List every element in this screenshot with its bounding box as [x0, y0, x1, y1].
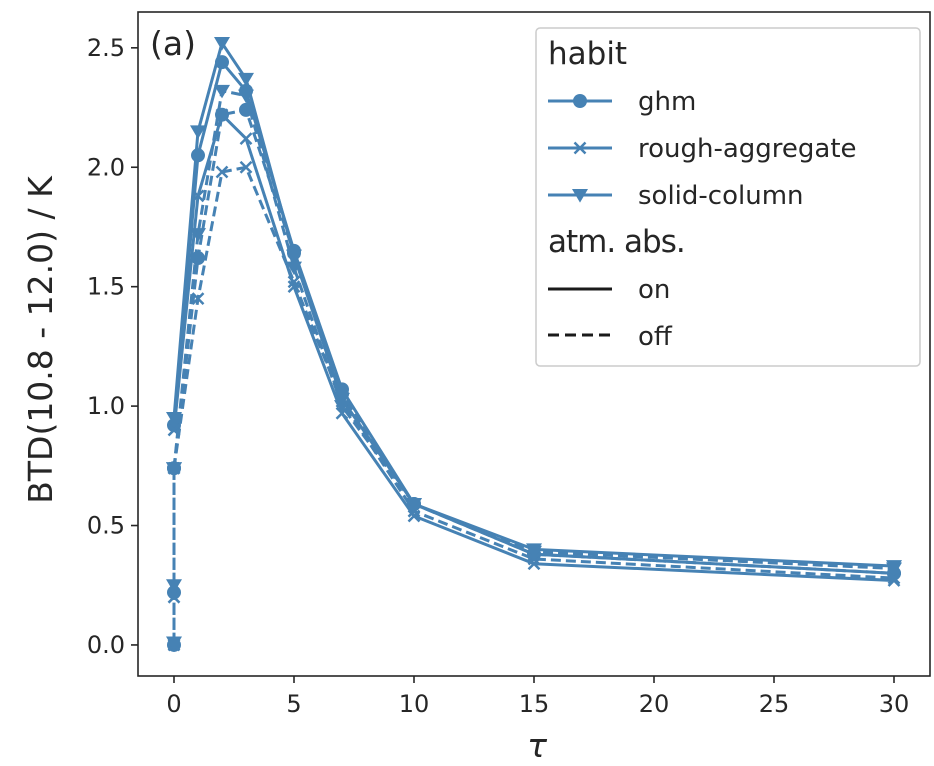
- legend-box: [535, 27, 921, 367]
- data-point: [887, 571, 901, 585]
- data-point: [191, 148, 205, 163]
- legend: habit ghm rough-aggregate solid-column a…: [535, 27, 921, 367]
- legend-title-atm-abs: atm. abs.: [548, 224, 685, 260]
- data-point: [166, 579, 182, 593]
- series-line: [172, 165, 895, 580]
- x-tick-label: 10: [399, 690, 430, 718]
- legend-label-on: on: [638, 275, 670, 305]
- y-tick-label: 1.5: [87, 273, 125, 301]
- y-tick-label: 2.5: [87, 34, 125, 62]
- data-point: [166, 636, 182, 651]
- data-point: [190, 125, 206, 140]
- data-point: [166, 462, 182, 476]
- legend-marker: [572, 189, 588, 203]
- legend-label-off: off: [638, 322, 673, 352]
- series-line: [172, 89, 895, 570]
- data-point: [191, 292, 205, 306]
- data-point: [190, 228, 206, 242]
- y-tick-label: 1.0: [87, 392, 125, 420]
- data-point: [214, 84, 230, 99]
- legend-title-habit: habit: [548, 36, 627, 72]
- legend-label-ghm: ghm: [638, 87, 696, 117]
- x-tick-label: 0: [166, 690, 181, 718]
- data-point: [239, 160, 253, 174]
- legend-label-solid-column: solid-column: [638, 181, 804, 211]
- legend-entry-solid-column: [548, 189, 612, 203]
- data-point: [239, 132, 253, 145]
- data-point: [238, 89, 254, 104]
- data-point: [238, 72, 254, 87]
- legend-marker: [573, 94, 587, 108]
- data-point: [214, 37, 230, 51]
- x-tick-label: 20: [639, 690, 670, 718]
- data-point: [215, 165, 229, 179]
- x-axis-label: τ: [527, 726, 548, 765]
- legend-entry-rough-aggregate: [548, 141, 612, 155]
- plot-area: [166, 37, 902, 652]
- ticks: 0 5 10 15 20 25 30 0.0 0.5 1.0 1.5 2.0 2.5: [87, 34, 909, 718]
- data-point: [406, 498, 422, 512]
- data-point: [334, 400, 350, 414]
- legend-entry-ghm: [548, 94, 612, 108]
- y-axis-label: BTD(10.8 - 12.0) / K: [21, 175, 60, 504]
- y-tick-label: 0.5: [87, 512, 125, 540]
- legend-label-rough-aggregate: rough-aggregate: [638, 134, 857, 164]
- x-tick-label: 25: [759, 690, 790, 718]
- data-point: [886, 562, 902, 577]
- legend-marker: [573, 141, 587, 155]
- data-point: [191, 251, 205, 266]
- y-tick-label: 0.0: [87, 631, 125, 659]
- x-tick-label: 15: [519, 690, 550, 718]
- series-solid-column-off: [166, 462, 182, 651]
- panel-label: (a): [150, 24, 196, 63]
- series-solid-column-off: [166, 84, 902, 577]
- x-tick-label: 5: [286, 690, 301, 718]
- x-tick-label: 30: [879, 690, 910, 718]
- data-point: [526, 545, 542, 560]
- data-point: [286, 261, 302, 276]
- y-tick-label: 2.0: [87, 153, 125, 181]
